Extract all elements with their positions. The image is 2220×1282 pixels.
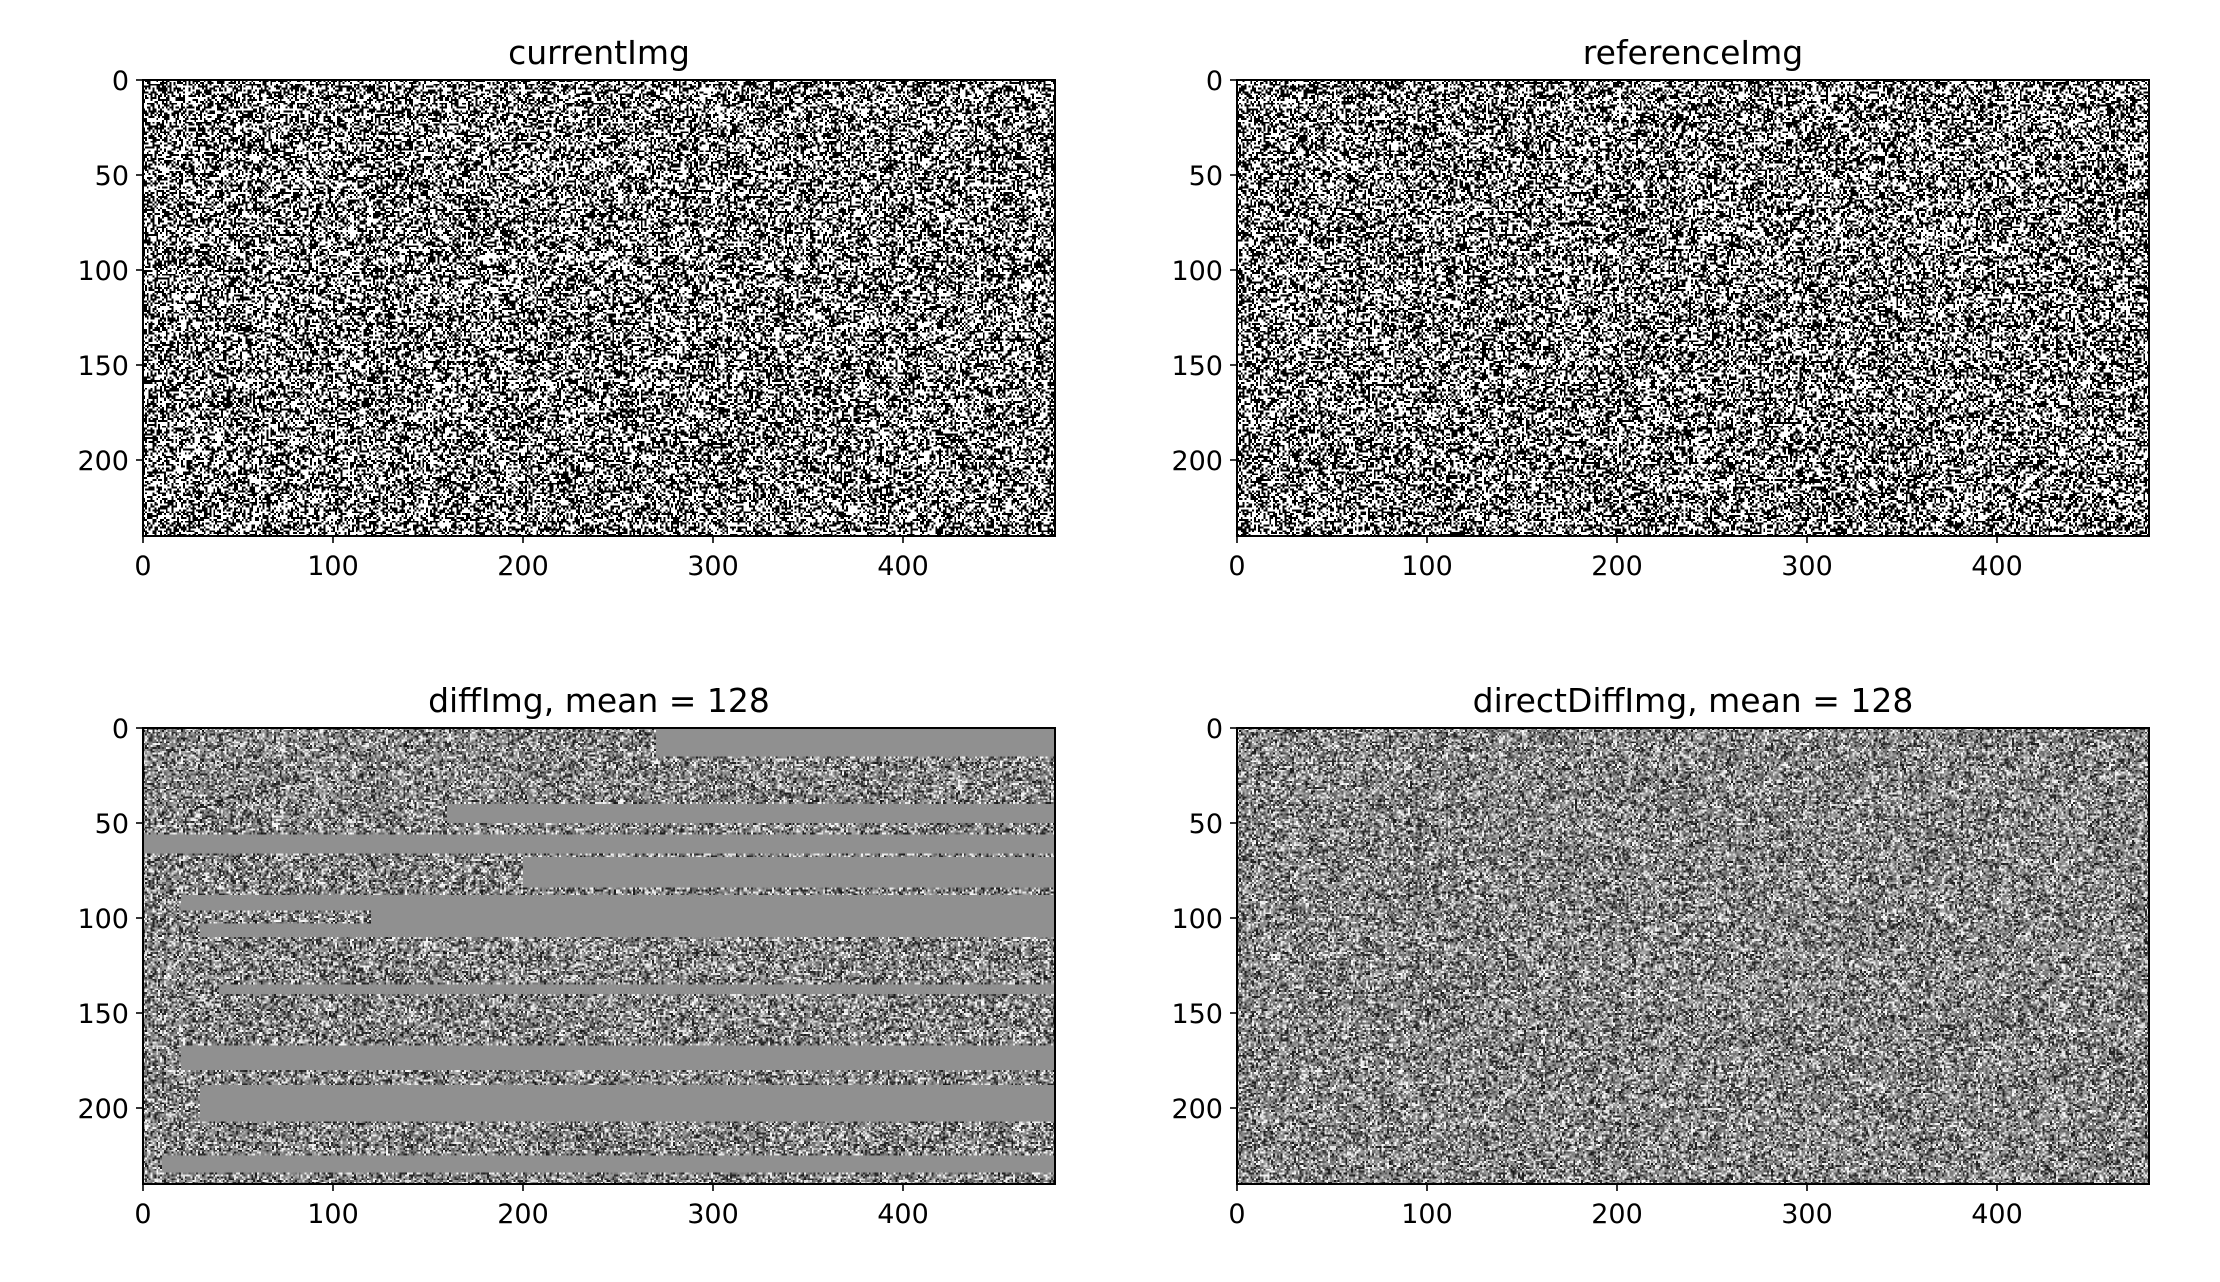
chart-panel-4: directDiffImg, mean = 128 0 100 200 300 400 0 5… — [1171, 681, 2150, 1230]
x-tick-label: 300 — [687, 1199, 739, 1230]
y-tick-label: 150 — [1171, 999, 1223, 1030]
y-tick-label: 100 — [77, 904, 129, 935]
x-tick-label: 400 — [877, 551, 929, 582]
x-tick-label: 100 — [307, 551, 359, 582]
y-tick-label: 50 — [95, 161, 129, 192]
y-tick-label: 200 — [1171, 1094, 1223, 1125]
y-tick-label: 100 — [1171, 904, 1223, 935]
y-tick-label: 0 — [112, 714, 129, 745]
heatmap-image — [1237, 80, 2149, 536]
y-tick-label: 50 — [1189, 161, 1223, 192]
y-tick-label: 150 — [77, 999, 129, 1030]
y-tick-label: 100 — [77, 256, 129, 287]
chart-title: diffImg, mean = 128 — [428, 681, 770, 720]
heatmap-image — [1237, 728, 2149, 1184]
x-tick-label: 400 — [877, 1199, 929, 1230]
x-tick-label: 300 — [687, 551, 739, 582]
y-tick-label: 0 — [112, 66, 129, 97]
x-tick-label: 0 — [134, 551, 151, 582]
x-tick-label: 400 — [1971, 1199, 2023, 1230]
x-tick-label: 0 — [1228, 551, 1245, 582]
axes-frame — [142, 79, 1056, 537]
y-tick-label: 50 — [95, 809, 129, 840]
y-tick-label: 200 — [1171, 446, 1223, 477]
chart-panel-1: currentImg 0 100 200 300 400 0 50 100 150 200 — [77, 33, 1056, 582]
x-tick-label: 100 — [307, 1199, 359, 1230]
y-tick-label: 50 — [1189, 809, 1223, 840]
chart-title: currentImg — [508, 33, 690, 72]
x-tick-label: 300 — [1781, 551, 1833, 582]
y-tick-label: 150 — [1171, 351, 1223, 382]
y-tick-label: 150 — [77, 351, 129, 382]
axes-frame — [1236, 727, 2150, 1185]
axes-frame — [142, 727, 1056, 1185]
chart-title: referenceImg — [1583, 33, 1803, 72]
x-tick-label: 400 — [1971, 551, 2023, 582]
chart-panel-2: referenceImg 0 100 200 300 400 0 50 100 150 200 — [1171, 33, 2150, 582]
x-tick-label: 200 — [497, 1199, 549, 1230]
heatmap-image — [143, 80, 1055, 536]
chart-title: directDiffImg, mean = 128 — [1473, 681, 1914, 720]
y-tick-label: 200 — [77, 446, 129, 477]
heatmap-image — [143, 728, 1055, 1184]
x-tick-label: 0 — [1228, 1199, 1245, 1230]
y-tick-label: 100 — [1171, 256, 1223, 287]
chart-panel-3: diffImg, mean = 128 0 100 200 300 400 0 50 100 15… — [77, 681, 1056, 1230]
axes-frame — [1236, 79, 2150, 537]
x-tick-label: 100 — [1401, 1199, 1453, 1230]
y-tick-label: 0 — [1206, 714, 1223, 745]
x-tick-label: 200 — [1591, 551, 1643, 582]
x-tick-label: 0 — [134, 1199, 151, 1230]
x-tick-label: 300 — [1781, 1199, 1833, 1230]
x-tick-label: 200 — [497, 551, 549, 582]
y-tick-label: 200 — [77, 1094, 129, 1125]
x-tick-label: 200 — [1591, 1199, 1643, 1230]
y-tick-label: 0 — [1206, 66, 1223, 97]
x-tick-label: 100 — [1401, 551, 1453, 582]
